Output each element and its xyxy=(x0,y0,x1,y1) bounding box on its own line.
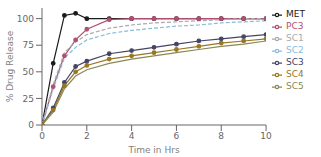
svg-text:2: 2 xyxy=(84,131,90,141)
svg-text:6: 6 xyxy=(174,131,180,141)
html-text:PC3: PC3 xyxy=(286,21,304,31)
html-text:SC3: SC3 xyxy=(286,57,304,67)
html-text:MET: MET xyxy=(286,9,305,19)
svg-text:75: 75 xyxy=(23,40,34,50)
svg-text:0: 0 xyxy=(28,120,34,130)
svg-text:Time in Hrs: Time in Hrs xyxy=(127,145,179,155)
html-text:SC2: SC2 xyxy=(286,45,304,55)
svg-text:25: 25 xyxy=(23,94,34,104)
html-text:SC4: SC4 xyxy=(286,69,304,79)
svg-text:10: 10 xyxy=(260,131,272,141)
html-text:SC1: SC1 xyxy=(286,33,304,43)
html-text:SC5: SC5 xyxy=(286,81,304,91)
svg-text:8: 8 xyxy=(218,131,224,141)
svg-text:50: 50 xyxy=(23,67,35,77)
svg-text:100: 100 xyxy=(17,14,34,24)
svg-text:% Drug Release: % Drug Release xyxy=(8,30,15,102)
svg-text:0: 0 xyxy=(39,131,45,141)
svg-text:4: 4 xyxy=(129,131,135,141)
